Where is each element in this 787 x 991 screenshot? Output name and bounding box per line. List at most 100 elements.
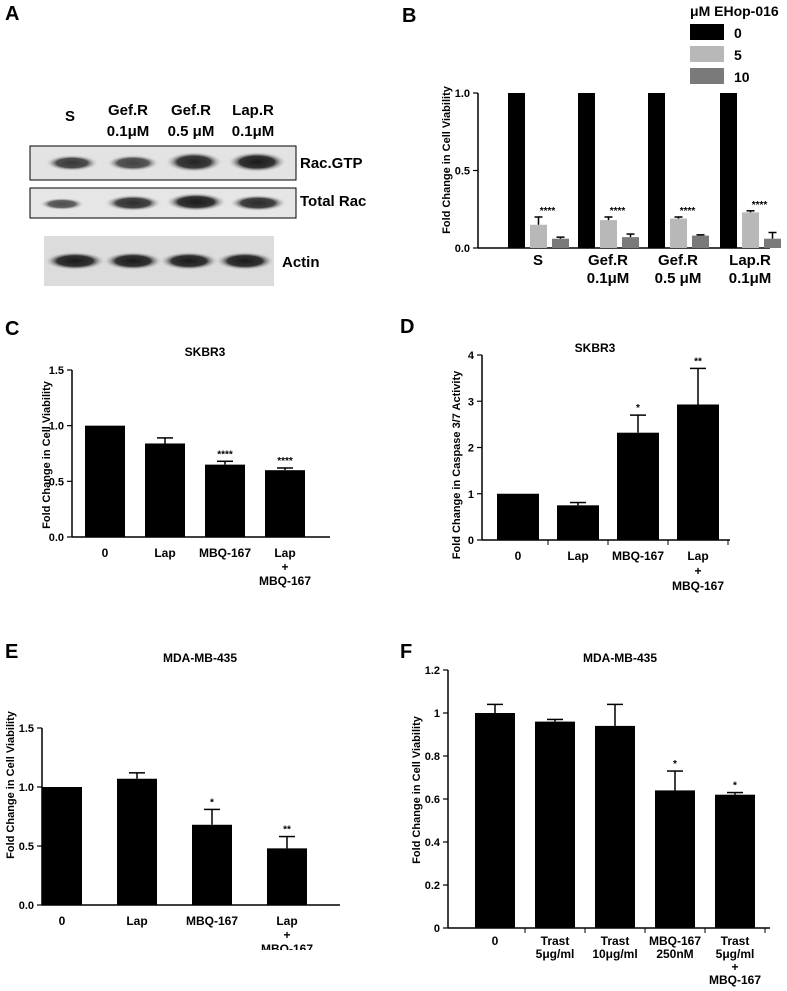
x-category-label: Lap [126, 914, 147, 928]
legend-title: μM EHop-016 [690, 3, 779, 19]
y-axis-label: Fold Change in Cell Viability [411, 715, 423, 864]
x-category-label: 0 [102, 546, 109, 560]
panel-a-blot: A S Gef.R 0.1μM Gef.R 0.5 μM Lap.R 0.1μM… [5, 3, 366, 286]
y-tick-label: 1.0 [19, 782, 34, 794]
bar [145, 443, 185, 537]
y-tick-label: 0.0 [455, 243, 470, 255]
y-axis-label: Fold Change in Cell Viability [5, 710, 17, 859]
lane-label-4-dose: 0.1μM [232, 123, 275, 140]
x-category-label: Lap [274, 546, 295, 560]
y-tick-label: 0.6 [425, 794, 440, 806]
y-tick-label: 0.5 [19, 841, 34, 853]
chart-title: MDA-MB-435 [163, 651, 237, 665]
significance-marker: **** [610, 206, 626, 217]
bar [42, 787, 82, 905]
bar [475, 713, 515, 928]
panel-c-chart: C SKBR3 Fold Change in Cell Viability 0.… [5, 318, 330, 588]
x-category-label: Lap [687, 549, 708, 563]
legend-label: 10 [734, 69, 750, 85]
bar [742, 212, 759, 248]
legend-swatch [690, 46, 724, 62]
y-tick-label: 1.5 [19, 723, 34, 735]
x-category-label: Lap [276, 914, 297, 928]
bar [85, 425, 125, 537]
x-category-label: + [283, 928, 290, 942]
row-label-rac-gtp: Rac.GTP [300, 155, 363, 172]
bar [267, 848, 307, 905]
bar [648, 93, 665, 248]
lane-label-1: S [65, 108, 75, 125]
panel-label-e: E [5, 641, 18, 663]
x-category-label: Trast [601, 934, 630, 948]
x-category-label: MBQ-167 [709, 973, 761, 987]
panel-label-b: B [402, 5, 416, 27]
bar [595, 725, 635, 928]
y-tick-label: 0 [468, 535, 474, 547]
legend-swatch [690, 24, 724, 40]
x-category-label: MBQ-167 [672, 579, 724, 593]
y-tick-label: 2 [468, 443, 474, 455]
significance-marker: **** [680, 206, 696, 217]
y-axis-label: Fold Change in Caspase 3/7 Activity [451, 370, 463, 559]
x-category-label: Gef.R [588, 252, 628, 269]
chart-title: SKBR3 [185, 345, 226, 359]
legend-swatch [690, 68, 724, 84]
y-tick-label: 1.0 [49, 421, 64, 433]
legend: 0 5 10 [690, 24, 750, 85]
significance-marker: **** [277, 456, 293, 467]
bar [622, 237, 639, 248]
y-tick-label: 4 [468, 350, 475, 362]
x-category-label: 0 [59, 914, 66, 928]
x-category-label: 5μg/ml [536, 947, 575, 961]
bar [508, 93, 525, 248]
legend-label: 5 [734, 47, 742, 63]
x-category-label: + [281, 560, 288, 574]
x-category-label: S [533, 252, 543, 269]
significance-marker: * [636, 403, 640, 414]
x-category-label: MBQ-167 [649, 934, 701, 948]
y-tick-label: 1.2 [425, 665, 440, 677]
y-tick-label: 0 [434, 923, 440, 935]
chart-title: MDA-MB-435 [583, 651, 657, 665]
chart-title: SKBR3 [575, 341, 616, 355]
bar [552, 238, 569, 248]
x-category-label: + [731, 960, 738, 974]
legend-label: 0 [734, 25, 742, 41]
bar [655, 790, 695, 928]
y-tick-label: 1.5 [49, 365, 64, 377]
x-category-label: 250nM [656, 947, 693, 961]
lane-label-2-dose: 0.1μM [107, 123, 150, 140]
bar [578, 93, 595, 248]
x-category-label: MBQ-167 [612, 549, 664, 563]
x-category-label: MBQ-167 [259, 574, 311, 588]
y-tick-label: 0.5 [455, 166, 470, 178]
y-axis-label: Fold Change in Cell Viability [41, 380, 53, 529]
panel-d-chart: D SKBR3 Fold Change in Caspase 3/7 Activ… [400, 316, 730, 593]
y-tick-label: 0.0 [49, 532, 64, 544]
x-category-label: 0.5 μM [655, 270, 702, 287]
significance-marker: ** [283, 825, 291, 836]
bar [670, 218, 687, 248]
bar [720, 93, 737, 248]
bar [192, 824, 232, 905]
x-category-label: Gef.R [658, 252, 698, 269]
lane-label-3: Gef.R [171, 102, 211, 119]
x-category-label: MBQ-167 [261, 942, 313, 950]
bar [715, 794, 755, 928]
panel-label-a: A [5, 3, 19, 25]
bar [530, 224, 547, 248]
lane-label-4: Lap.R [232, 102, 274, 119]
x-category-label: 0.1μM [729, 270, 772, 287]
panel-b-chart: B μM EHop-016 0 5 10 Fold Change in Cell V… [402, 3, 781, 287]
significance-marker: **** [752, 200, 768, 211]
lane-label-2: Gef.R [108, 102, 148, 119]
y-tick-label: 3 [468, 396, 474, 408]
y-tick-label: 1.0 [455, 88, 470, 100]
bar [764, 238, 781, 248]
bar [117, 778, 157, 905]
y-tick-label: 0.4 [425, 837, 441, 849]
bar [497, 493, 539, 540]
y-tick-label: 0.8 [425, 751, 440, 763]
bar [692, 235, 709, 248]
significance-marker: ** [694, 356, 702, 367]
